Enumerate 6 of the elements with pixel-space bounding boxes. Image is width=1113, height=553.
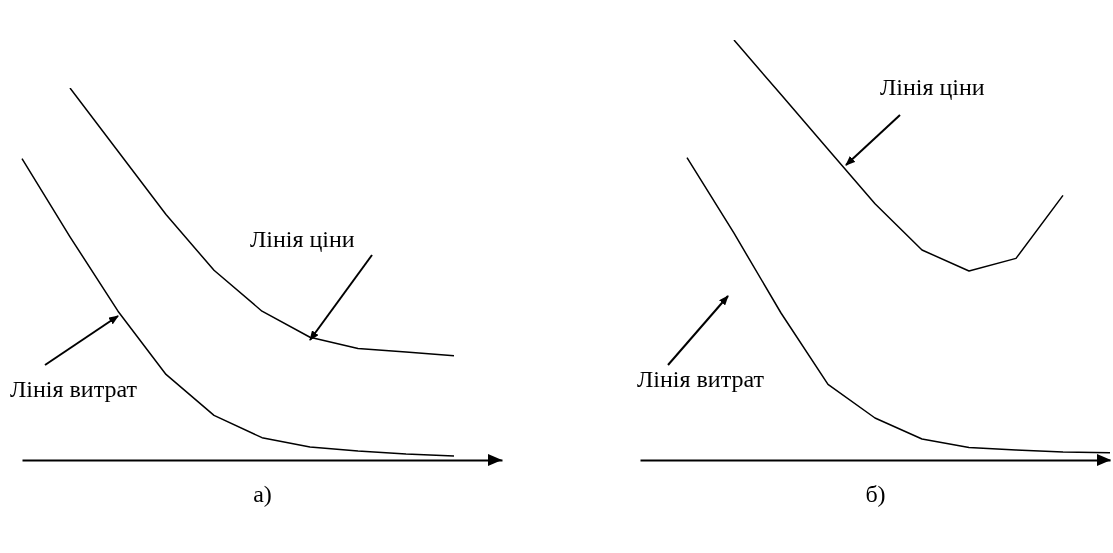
annotation: Лінія ціни [880, 74, 985, 100]
annotation: Лінія витрат [10, 376, 138, 402]
x-axis-title: а) [253, 480, 272, 507]
x-axis-title: б) [865, 480, 886, 507]
annotation: Лінія ціни [250, 226, 355, 252]
annotation: Лінія витрат [637, 366, 765, 392]
